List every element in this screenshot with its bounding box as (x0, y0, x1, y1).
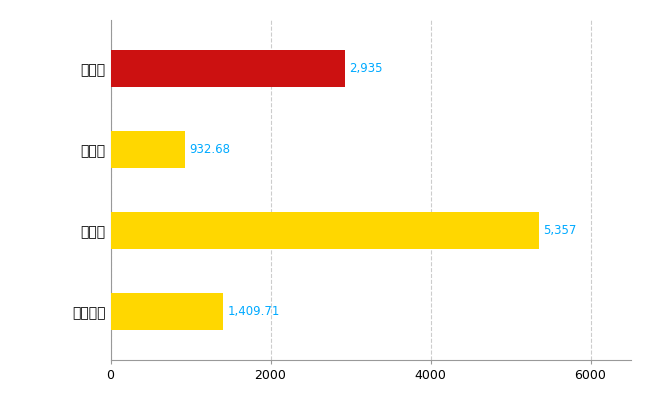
Bar (111, 131, 185, 168)
Bar (111, 212, 539, 249)
Text: 2,935: 2,935 (349, 62, 383, 75)
Text: 1,409.71: 1,409.71 (227, 305, 280, 318)
Bar (111, 293, 224, 330)
Text: 5,357: 5,357 (543, 224, 577, 237)
Bar (111, 50, 345, 87)
Text: 932.68: 932.68 (189, 143, 230, 156)
